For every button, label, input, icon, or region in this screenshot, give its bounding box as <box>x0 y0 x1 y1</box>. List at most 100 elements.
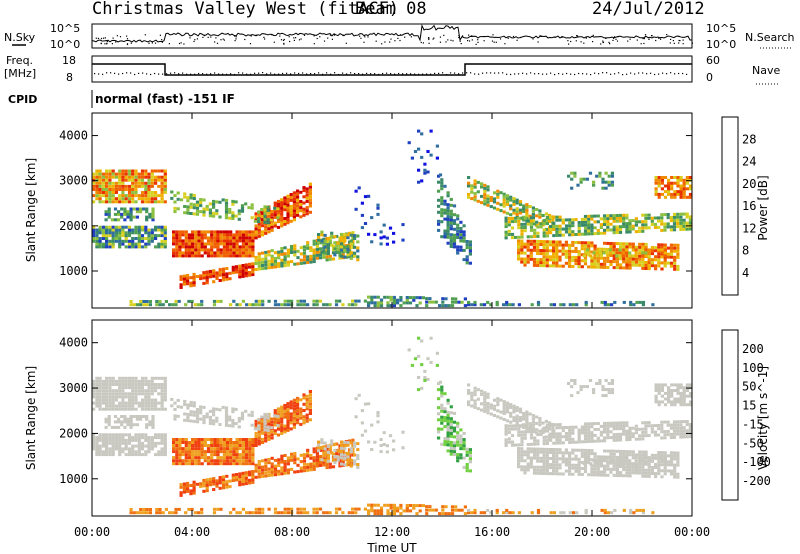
power-cell <box>349 239 353 243</box>
power-cell <box>114 239 118 243</box>
velocity-cell <box>231 424 235 428</box>
power-cell <box>200 303 204 307</box>
power-cell <box>331 245 336 248</box>
velocity-cell <box>216 438 220 441</box>
power-cell <box>241 242 245 246</box>
power-cell <box>568 255 572 259</box>
power-cell <box>283 208 287 212</box>
power-cell <box>299 206 303 210</box>
power-cell <box>545 264 549 268</box>
velocity-cell <box>187 456 192 460</box>
power-cell <box>568 258 572 262</box>
velocity-cell <box>577 457 581 461</box>
velocity-cell <box>577 431 581 435</box>
power-cell <box>618 225 623 229</box>
power-cell <box>216 239 220 243</box>
power-cell <box>302 255 307 258</box>
velocity-cell <box>213 453 217 457</box>
velocity-cell <box>129 417 133 421</box>
velocity-cell <box>197 438 201 441</box>
velocity-cell <box>308 402 312 406</box>
velocity-cell <box>144 395 148 399</box>
velocity-cell <box>306 463 310 467</box>
power-cell <box>315 253 319 257</box>
power-cell <box>127 225 132 229</box>
power-cell <box>225 248 230 252</box>
velocity-cell <box>194 438 198 441</box>
velocity-cell <box>425 512 429 516</box>
power-cell <box>245 236 249 240</box>
velocity-cell <box>200 450 204 454</box>
power-cell <box>108 191 112 194</box>
velocity-cell <box>157 392 161 396</box>
velocity-cell <box>647 421 651 425</box>
velocity-cell <box>525 419 529 422</box>
power-cell <box>446 194 450 198</box>
power-cell <box>147 200 151 204</box>
power-cell <box>599 223 603 227</box>
velocity-cell <box>440 442 444 446</box>
power-cell <box>150 172 154 176</box>
velocity-cell <box>118 401 122 405</box>
power-cell <box>574 250 578 253</box>
power-cell <box>629 300 633 304</box>
velocity-cell <box>140 401 145 405</box>
power-cell <box>663 228 667 232</box>
power-cell <box>489 205 493 209</box>
power-cell <box>456 214 460 218</box>
velocity-cell <box>555 448 559 452</box>
power-cell <box>552 264 556 268</box>
power-cell <box>270 222 274 226</box>
power-cell <box>114 191 118 194</box>
power-cell <box>280 264 284 268</box>
velocity-cell <box>669 432 673 436</box>
nave-dot <box>502 72 504 74</box>
velocity-cell <box>441 512 445 516</box>
power-cell <box>254 262 258 265</box>
power-cell <box>203 251 207 255</box>
nsearch-dot <box>331 38 333 40</box>
power-cell <box>647 216 651 220</box>
power-cell <box>583 223 588 227</box>
velocity-cell <box>105 389 109 393</box>
power-cell <box>338 256 342 260</box>
power-cell <box>231 217 235 220</box>
velocity-cell <box>228 424 232 428</box>
velocity-cell <box>529 465 533 469</box>
velocity-cell <box>117 417 121 421</box>
velocity-cell <box>202 415 206 418</box>
velocity-cell <box>531 417 535 421</box>
velocity-cell <box>552 463 556 467</box>
power-cell <box>446 218 450 221</box>
nave-dot <box>506 73 508 75</box>
nave-dot <box>226 73 228 75</box>
power-cell <box>628 263 632 267</box>
nsearch-dot <box>264 38 266 40</box>
power-cell <box>140 175 145 179</box>
power-cell <box>641 251 645 255</box>
power-cell <box>385 236 389 240</box>
velocity-cell <box>105 392 109 396</box>
power-cell <box>197 230 201 234</box>
power-cell <box>483 183 487 187</box>
velocity-cell <box>199 482 203 486</box>
velocity-cell <box>440 418 444 422</box>
power-cell <box>134 172 138 176</box>
power-cell <box>132 303 136 307</box>
power-cell <box>552 261 556 265</box>
power-cell <box>499 203 503 207</box>
power-cell <box>548 240 553 244</box>
power-cell <box>573 174 577 178</box>
power-cell <box>145 300 149 303</box>
velocity-cell <box>114 438 118 442</box>
power-cell <box>356 258 360 262</box>
power-cell <box>523 229 527 233</box>
power-cell <box>208 275 212 279</box>
power-cell <box>438 173 443 177</box>
power-cell <box>682 195 686 199</box>
velocity-cell <box>532 453 537 457</box>
velocity-cell <box>587 431 591 435</box>
power-cell <box>571 233 575 237</box>
velocity-cell <box>456 424 460 428</box>
velocity-cell <box>237 416 241 420</box>
